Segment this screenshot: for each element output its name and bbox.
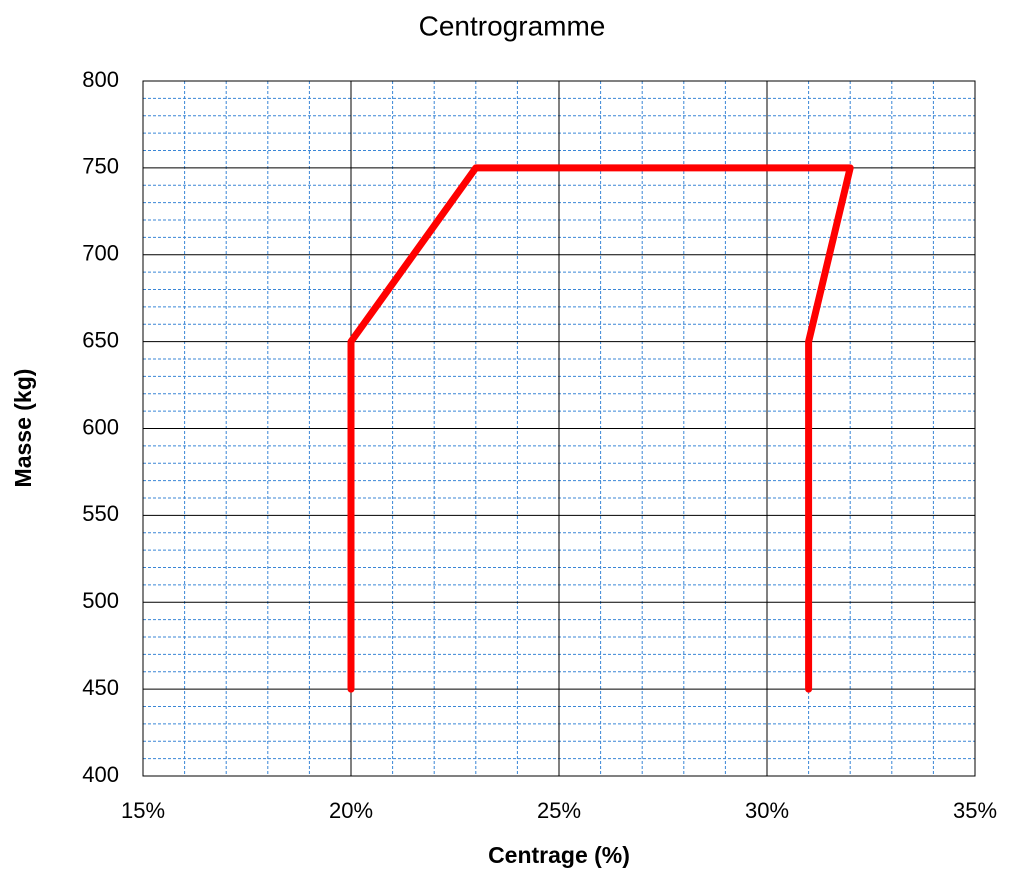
x-tick-label: 25% — [537, 798, 581, 823]
y-axis-label: Masse (kg) — [10, 369, 36, 488]
y-tick-label: 650 — [82, 327, 119, 352]
y-tick-label: 400 — [82, 762, 119, 787]
plot-frame — [142, 80, 976, 777]
y-tick-label: 750 — [82, 154, 119, 179]
data-line — [347, 164, 854, 693]
y-tick-label: 550 — [82, 501, 119, 526]
y-tick-label: 700 — [82, 241, 119, 266]
chart-title: Centrogramme — [419, 10, 606, 41]
y-tick-label: 800 — [82, 67, 119, 92]
x-tick-label: 20% — [329, 798, 373, 823]
x-tick-label: 35% — [953, 798, 997, 823]
y-tick-label: 450 — [82, 675, 119, 700]
x-tick-label: 15% — [121, 798, 165, 823]
x-axis-label: Centrage (%) — [488, 842, 630, 868]
y-tick-label: 600 — [82, 414, 119, 439]
y-tick-label: 500 — [82, 588, 119, 613]
x-tick-label: 30% — [745, 798, 789, 823]
